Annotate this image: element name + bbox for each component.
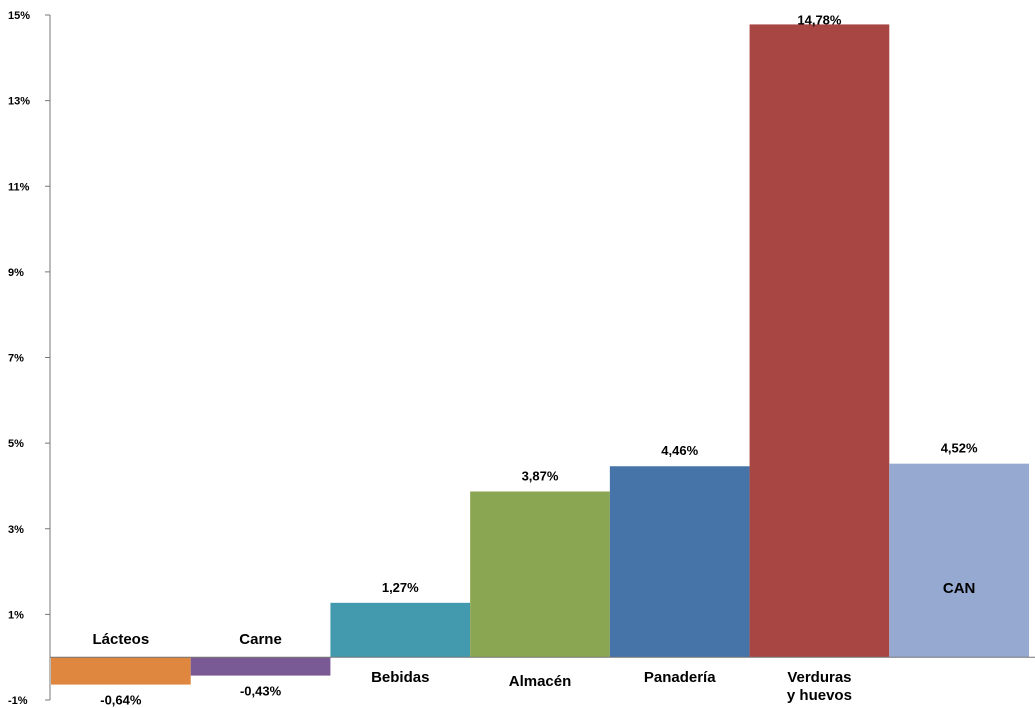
bars-group <box>51 24 1029 685</box>
bar <box>609 466 750 658</box>
bar <box>470 491 610 658</box>
bar <box>749 24 890 658</box>
value-labels-group: -0,64% -0,43% 1,27% 3,87% 4,46% 14,78% 4,52% <box>100 12 978 707</box>
y-tick-label: 15% <box>8 10 30 22</box>
y-tick-label: 5% <box>8 438 24 450</box>
value-label: 4,52% <box>941 441 978 456</box>
category-label: Verduras y huevos <box>787 669 852 704</box>
category-label: Carne <box>239 631 282 648</box>
y-tick-label: 13% <box>8 96 30 108</box>
bar <box>51 657 191 685</box>
category-label: Almacén <box>509 673 572 690</box>
y-tick-label: 7% <box>8 353 24 365</box>
value-label: 3,87% <box>522 469 559 484</box>
y-tick-label: 11% <box>8 181 30 193</box>
y-axis-ticks: -1% 1% 3% 5% 7% 9% 11% 13% 15% <box>8 10 50 707</box>
y-tick-label: 3% <box>8 524 24 536</box>
y-tick-label: 1% <box>8 609 24 621</box>
y-tick-label: 9% <box>8 267 24 279</box>
value-label: 1,27% <box>382 580 419 595</box>
category-labels-group: Lácteos Carne Bebidas Almacén Panadería Verdu… <box>93 580 976 704</box>
value-label: 14,78% <box>797 12 842 27</box>
category-label: Lácteos <box>93 631 150 648</box>
bar <box>330 602 471 658</box>
category-label: Bebidas <box>371 669 429 686</box>
value-label: 4,46% <box>661 443 698 458</box>
bar <box>190 657 331 676</box>
y-tick-label: -1% <box>8 695 28 707</box>
value-label: -0,43% <box>240 684 282 699</box>
category-label: CAN <box>943 580 976 597</box>
bar <box>889 463 1029 658</box>
value-label: -0,64% <box>100 693 142 708</box>
category-label: Panadería <box>644 669 716 686</box>
